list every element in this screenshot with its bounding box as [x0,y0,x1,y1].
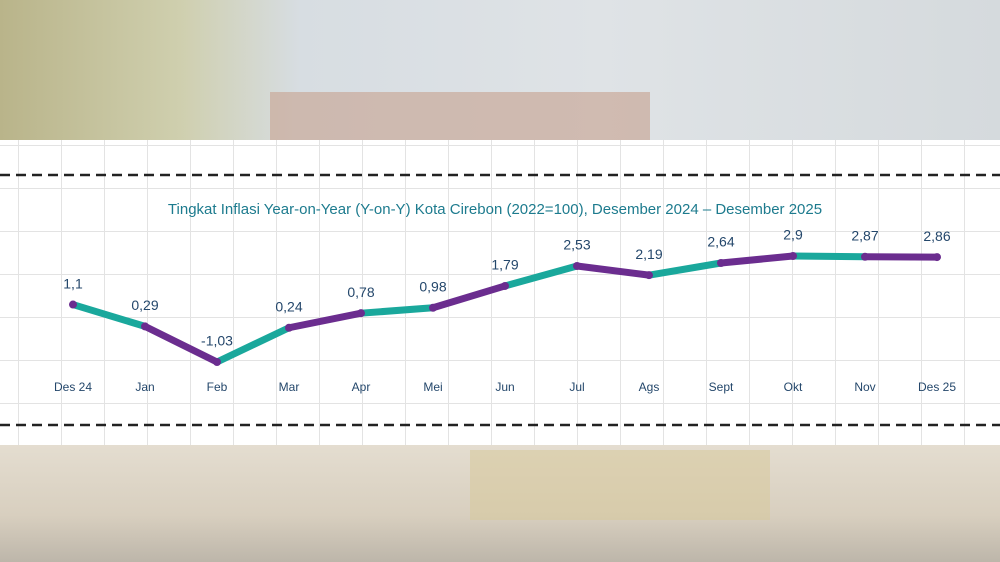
x-tick-label: Nov [854,380,875,394]
point [69,300,77,309]
x-tick-label: Des 25 [918,380,956,394]
x-tick-label: Apr [352,380,371,394]
line-segment [213,324,293,366]
data-label: 2,86 [923,228,950,244]
data-label: 1,1 [63,275,83,291]
x-tick-label: Jun [495,380,514,394]
point [717,259,725,268]
line-segment [717,252,797,267]
x-tick-label: Mei [423,380,442,394]
x-tick-label: Ags [639,380,660,394]
line-segment [429,282,509,312]
x-tick-label: Des 24 [54,380,92,394]
line-segment [789,252,869,261]
data-label: 1,79 [491,257,518,273]
data-label: -1,03 [201,333,233,349]
line-segment [69,301,149,330]
point [213,358,221,366]
point [789,252,797,260]
point [357,309,365,318]
line-segment [501,262,581,290]
point [285,323,293,332]
chart-panel [0,140,1000,445]
point [501,281,509,290]
point [573,261,581,270]
point [141,322,149,331]
x-tick-label: Mar [279,380,300,394]
line-segment [141,322,221,366]
point [861,252,869,261]
line-segment [645,259,725,279]
x-tick-label: Sept [709,380,734,394]
data-label: 2,53 [563,237,590,253]
line-segment [357,304,437,317]
data-label: 2,9 [783,227,803,243]
x-tick-label: Jul [569,380,584,394]
x-tick-label: Okt [784,380,803,394]
x-tick-label: Jan [135,380,154,394]
chart-title: Tingkat Inflasi Year-on-Year (Y-on-Y) Ko… [168,201,822,218]
data-label: 0,78 [347,284,374,300]
data-label: 0,98 [419,278,446,294]
x-tick-label: Feb [207,380,228,394]
data-label: 0,24 [275,298,302,314]
line-segment [285,309,365,332]
point [429,303,437,312]
line-segment [573,262,653,279]
data-label: 2,87 [851,228,878,244]
data-label: 0,29 [131,297,158,313]
data-label: 2,64 [707,234,734,250]
point [933,253,941,262]
point [645,271,653,280]
background-roof [270,92,650,140]
background-gate [470,450,770,520]
data-label: 2,19 [635,246,662,262]
